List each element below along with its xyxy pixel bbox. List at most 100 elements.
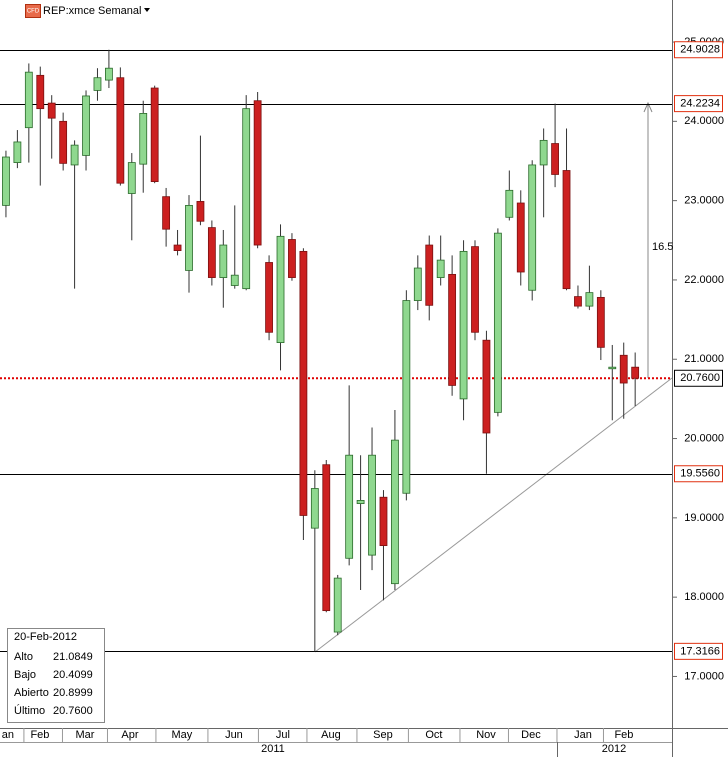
candle-body [574, 296, 582, 307]
y-tick-label: 20.0000 [684, 432, 724, 444]
candle-body [310, 488, 319, 529]
x-tick-label: Jan [574, 729, 592, 741]
candle-body [162, 196, 171, 230]
level-label: 19.5560 [680, 468, 720, 480]
candle-body [173, 244, 182, 251]
x-tick-label: Feb [614, 729, 633, 741]
candle-body [82, 95, 90, 156]
candle-body [619, 354, 628, 384]
candle-body [391, 439, 399, 585]
cfd-icon [25, 4, 41, 18]
level-label-box [674, 642, 723, 660]
candle-body [471, 246, 479, 333]
candle-body [265, 262, 273, 333]
candle-body [219, 244, 228, 278]
candle-body [425, 244, 434, 306]
candle-body [368, 454, 376, 556]
info-value: 20.4099 [53, 669, 93, 681]
annotation: 16.5 [652, 241, 673, 253]
info-value: 20.7600 [53, 705, 93, 717]
candle-body [539, 139, 548, 166]
candle-body [24, 71, 33, 129]
candle-body [528, 164, 537, 291]
candle-body [322, 464, 331, 612]
candle-body [436, 259, 445, 278]
candle-body [459, 250, 468, 400]
info-date: 20-Feb-2012 [14, 631, 77, 643]
level-label-box [674, 41, 723, 59]
candle-body [127, 162, 136, 194]
candle-body [116, 77, 125, 184]
arrow-head [643, 101, 653, 113]
info-box: 20-Feb-2012 Alto 21.0849 Bajo 20.4099 Abiert… [7, 628, 105, 723]
x-tick-label: Dec [521, 729, 541, 741]
candle-body [413, 267, 422, 301]
candle-body [253, 100, 262, 246]
info-value: 20.8999 [53, 687, 93, 699]
level-label: 17.3166 [680, 645, 720, 657]
candle-body [139, 113, 148, 165]
candle-body [333, 577, 342, 633]
candle-body [493, 232, 502, 413]
x-tick-label: Mar [76, 729, 95, 741]
y-tick-label: 19.0000 [684, 512, 724, 524]
candle-body [70, 144, 79, 166]
candle-body [299, 250, 308, 516]
candle-body [242, 108, 251, 290]
candle-body [448, 273, 457, 386]
x-tick-label: May [172, 729, 193, 741]
candle-body [505, 189, 514, 218]
chart-title[interactable]: REP:xmce Semanal [43, 5, 141, 17]
candle-body [230, 274, 239, 286]
level-label: 20.7600 [680, 372, 720, 384]
info-key: Abierto [14, 687, 49, 699]
x-tick-label: Jul [276, 729, 290, 741]
level-label: 24.9028 [680, 44, 720, 56]
info-key: Bajo [14, 669, 36, 681]
info-key: Último [14, 704, 45, 717]
y-tick-label: 24.0000 [684, 115, 724, 127]
x-tick-label: Apr [121, 729, 138, 741]
dropdown-arrow[interactable] [144, 8, 150, 12]
candle-body [196, 201, 205, 222]
x-tick-label: Aug [321, 729, 341, 741]
candle-body [59, 120, 68, 164]
candle-body [608, 366, 617, 370]
trend-line [314, 377, 673, 653]
candle-body [345, 454, 354, 559]
y-tick-label: 18.0000 [684, 591, 724, 603]
candle-body [13, 141, 22, 163]
year-label: 2012 [602, 743, 626, 755]
candle-body [276, 235, 285, 343]
candle-body [551, 143, 559, 175]
candle-body [585, 292, 594, 307]
info-value: 21.0849 [53, 651, 93, 663]
candle-body [631, 366, 640, 379]
candle-body [36, 74, 45, 110]
level-label-box [674, 95, 723, 113]
x-tick-label: an [2, 729, 14, 741]
candle-body [93, 77, 102, 91]
candle-body [356, 500, 365, 504]
cfd-badge: CFD [27, 9, 40, 15]
candle-body [288, 239, 296, 278]
candle-body [402, 300, 411, 494]
candle-body [185, 204, 193, 271]
y-tick-label: 21.0000 [684, 353, 724, 365]
candle-body [516, 202, 525, 273]
y-tick-label: 23.0000 [684, 195, 724, 207]
candle-body [150, 87, 159, 183]
candle-body [2, 156, 10, 206]
candle-body [207, 227, 216, 278]
candle-body [379, 496, 388, 547]
info-key: Alto [14, 651, 33, 663]
candle-body [105, 67, 113, 81]
candle-body [482, 339, 491, 434]
y-tick-label: 22.0000 [684, 274, 724, 286]
x-tick-label: Oct [425, 729, 442, 741]
level-label: 24.2234 [680, 98, 720, 110]
info-frame [7, 628, 105, 723]
x-tick-label: Sep [373, 729, 393, 741]
candle-body [47, 102, 56, 119]
